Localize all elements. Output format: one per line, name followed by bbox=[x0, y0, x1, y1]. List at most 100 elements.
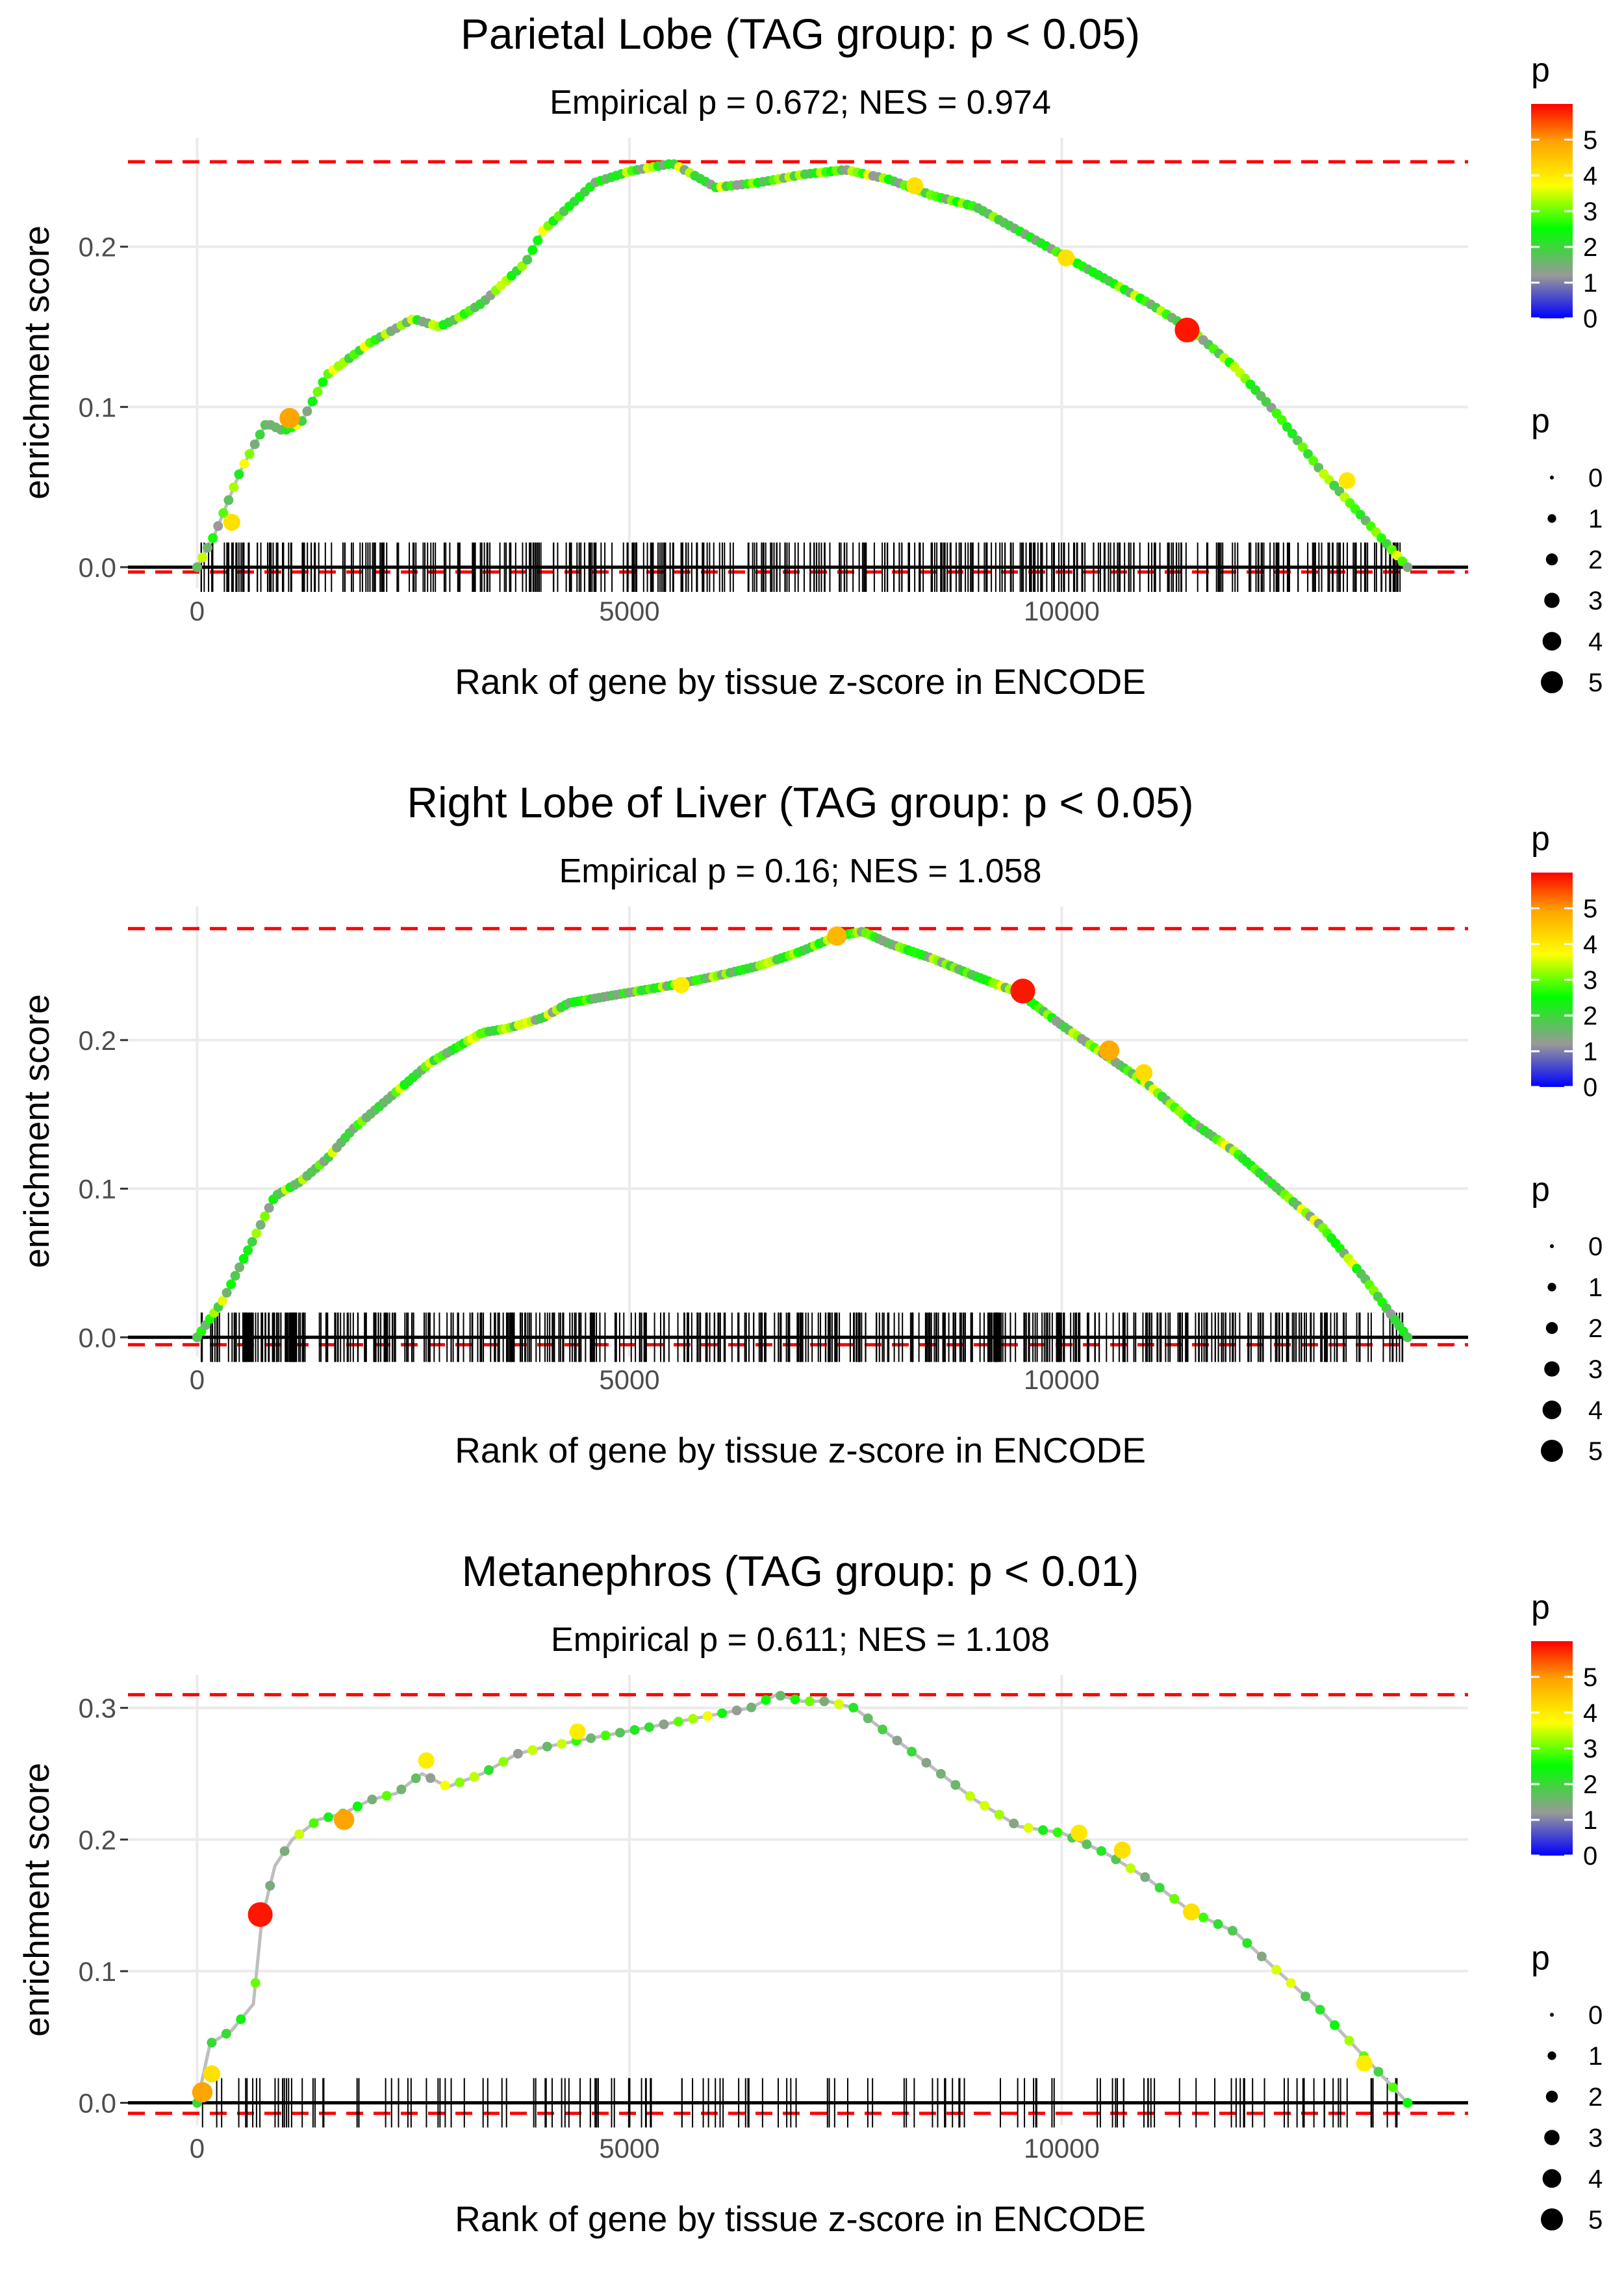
es-point bbox=[226, 1279, 236, 1290]
es-point bbox=[586, 1733, 596, 1743]
es-point bbox=[1315, 2004, 1325, 2015]
size-key-dot bbox=[1550, 2013, 1554, 2017]
size-legend: p 0 1 2 3 4 5 bbox=[1531, 1939, 1603, 2234]
es-point bbox=[265, 1880, 275, 1891]
es-point bbox=[469, 1772, 479, 1782]
size-key-label: 5 bbox=[1588, 1437, 1603, 1466]
es-point bbox=[731, 1706, 742, 1716]
y-tick-label: 0.1 bbox=[79, 1174, 116, 1205]
es-point bbox=[243, 1245, 253, 1255]
es-point bbox=[1276, 415, 1287, 425]
color-legend-title: p bbox=[1531, 820, 1550, 858]
panel-right-lobe-of-liver: Right Lobe of Liver (TAG group: p < 0.05… bbox=[16, 778, 1603, 1470]
es-point bbox=[533, 235, 543, 246]
x-tick-label: 5000 bbox=[599, 1364, 659, 1395]
color-tick-label: 3 bbox=[1583, 1735, 1597, 1763]
highlight-point bbox=[1058, 249, 1075, 267]
size-key-label: 2 bbox=[1588, 1314, 1603, 1343]
color-tick-label: 4 bbox=[1583, 162, 1597, 190]
es-point bbox=[878, 1724, 888, 1735]
highlight-point bbox=[1113, 1841, 1131, 1859]
color-tick-label: 0 bbox=[1583, 1073, 1597, 1102]
es-point bbox=[396, 1784, 407, 1795]
highlight-point bbox=[1010, 978, 1035, 1004]
color-tick-label: 2 bbox=[1583, 233, 1597, 262]
es-point bbox=[483, 1765, 494, 1775]
es-point bbox=[1292, 435, 1302, 446]
es-point bbox=[980, 1800, 990, 1811]
es-point bbox=[921, 1757, 932, 1768]
highlight-point bbox=[1338, 472, 1356, 489]
color-tick-label: 0 bbox=[1583, 1842, 1597, 1871]
es-point bbox=[455, 1777, 465, 1787]
color-legend: p 5 4 3 2 1 0 bbox=[1531, 1589, 1597, 1871]
highlight-point bbox=[1182, 1903, 1200, 1921]
es-point bbox=[302, 406, 312, 416]
highlight-point bbox=[1099, 1040, 1120, 1061]
es-point bbox=[1140, 1872, 1150, 1882]
x-tick-label: 5000 bbox=[599, 2133, 659, 2164]
plot-area: 0.0 0.1 0.2 0.3 0 5000 10000 bbox=[79, 1675, 1468, 2164]
y-tick-label: 0.1 bbox=[79, 392, 116, 422]
color-tick-label: 4 bbox=[1583, 930, 1597, 959]
size-legend-title: p bbox=[1531, 1171, 1550, 1208]
es-point bbox=[1388, 2082, 1398, 2093]
plot-area: 0.0 0.1 0.2 0 5000 10000 bbox=[79, 138, 1468, 626]
es-point bbox=[1052, 1827, 1063, 1837]
es-point bbox=[746, 1702, 757, 1713]
es-point bbox=[221, 2028, 231, 2039]
size-legend: p 0 1 2 3 4 5 bbox=[1531, 1171, 1603, 1466]
es-point bbox=[1303, 449, 1313, 459]
es-point bbox=[863, 1713, 873, 1724]
es-point bbox=[1282, 422, 1292, 432]
size-key-label: 4 bbox=[1588, 628, 1603, 656]
es-point bbox=[230, 1271, 240, 1281]
size-key-label: 2 bbox=[1588, 2083, 1603, 2112]
es-point bbox=[1300, 1991, 1311, 2002]
size-key-dot bbox=[1545, 553, 1558, 566]
es-point bbox=[702, 1711, 713, 1721]
color-tick-label: 2 bbox=[1583, 1770, 1597, 1799]
es-point bbox=[527, 245, 538, 255]
highlight-point bbox=[247, 1902, 273, 1927]
size-key-dot bbox=[1542, 2169, 1562, 2188]
es-point bbox=[1402, 2098, 1413, 2108]
es-point bbox=[1298, 442, 1308, 452]
color-tick-label: 1 bbox=[1583, 1038, 1597, 1066]
x-tick-label: 10000 bbox=[1024, 596, 1100, 626]
highlight-point bbox=[1356, 2055, 1373, 2072]
es-point bbox=[629, 1725, 640, 1735]
color-legend-title: p bbox=[1531, 1589, 1550, 1626]
size-key-dot bbox=[1541, 671, 1563, 693]
y-tick-label: 0.3 bbox=[79, 1693, 116, 1724]
x-axis-label: Rank of gene by tissue z-score in ENCODE bbox=[455, 2199, 1146, 2239]
es-point bbox=[307, 396, 318, 407]
es-point bbox=[1330, 2020, 1340, 2030]
size-legend-title: p bbox=[1531, 1939, 1550, 1977]
y-tick-label: 0.0 bbox=[79, 2088, 116, 2119]
es-point bbox=[1402, 562, 1413, 572]
highlight-point bbox=[1135, 1064, 1153, 1082]
es-point bbox=[208, 533, 218, 543]
es-point bbox=[425, 1773, 436, 1783]
es-points bbox=[192, 159, 1413, 572]
highlight-point bbox=[334, 1809, 355, 1830]
size-key-label: 4 bbox=[1588, 2165, 1603, 2193]
es-point bbox=[203, 543, 213, 553]
plot-area: 0.0 0.1 0.2 0 5000 10000 bbox=[79, 906, 1468, 1395]
es-point bbox=[1096, 1846, 1106, 1856]
es-point bbox=[1256, 1951, 1267, 1961]
es-point bbox=[1271, 408, 1282, 418]
y-axis-label: enrichment score bbox=[16, 1763, 57, 2037]
es-point bbox=[1308, 455, 1319, 466]
es-point bbox=[1373, 2067, 1384, 2077]
es-point bbox=[522, 255, 533, 265]
color-tick-label: 3 bbox=[1583, 198, 1597, 226]
color-tick-label: 3 bbox=[1583, 966, 1597, 995]
y-tick-label: 0.0 bbox=[79, 1322, 116, 1353]
es-point bbox=[249, 439, 260, 450]
es-point bbox=[659, 1719, 669, 1730]
es-point bbox=[994, 1809, 1004, 1820]
